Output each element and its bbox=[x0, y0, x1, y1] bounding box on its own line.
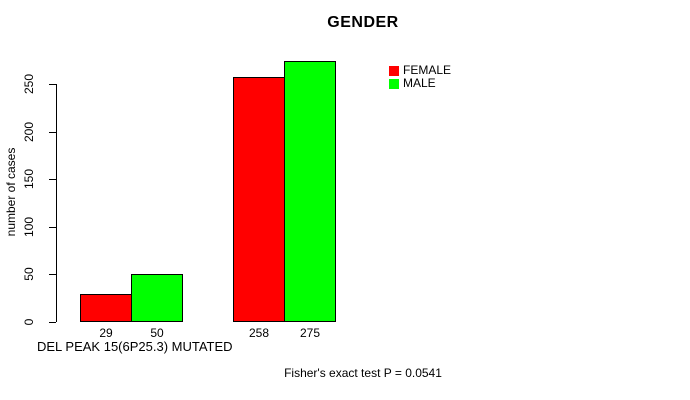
y-tick bbox=[49, 321, 56, 323]
y-tick bbox=[49, 179, 56, 180]
legend-swatch-female bbox=[389, 65, 399, 76]
y-tick bbox=[49, 274, 56, 275]
x-axis-label: DEL PEAK 15(6P25.3) MUTATED bbox=[37, 339, 233, 354]
legend-item-male: MALE bbox=[389, 77, 451, 90]
y-tick bbox=[49, 84, 56, 85]
bar-male bbox=[284, 61, 336, 322]
legend-label-male: MALE bbox=[403, 76, 436, 90]
bar-value-label: 29 bbox=[99, 326, 113, 340]
bar-female bbox=[80, 294, 132, 322]
legend-item-female: FEMALE bbox=[389, 64, 451, 77]
y-tick-label: 0 bbox=[22, 318, 36, 325]
y-axis-line bbox=[56, 84, 57, 322]
annotation-text: Fisher's exact test P = 0.0541 bbox=[284, 366, 442, 380]
y-tick bbox=[49, 131, 56, 133]
y-axis-label: number of cases bbox=[4, 147, 18, 237]
y-tick-label: 250 bbox=[22, 73, 36, 95]
y-tick-label: 50 bbox=[22, 267, 36, 281]
y-tick bbox=[49, 226, 56, 228]
legend: FEMALE MALE bbox=[389, 64, 451, 90]
legend-swatch-male bbox=[389, 78, 399, 89]
y-tick-label: 200 bbox=[22, 121, 36, 142]
legend-label-female: FEMALE bbox=[403, 63, 452, 77]
bar-value-label: 258 bbox=[248, 326, 270, 340]
bar-value-label: 50 bbox=[150, 326, 164, 340]
bar-male bbox=[131, 274, 183, 322]
y-tick-label: 100 bbox=[22, 216, 36, 237]
bar-value-label: 275 bbox=[299, 326, 321, 340]
y-tick-label: 150 bbox=[22, 168, 36, 190]
bar-female bbox=[233, 77, 285, 322]
chart-title: GENDER bbox=[327, 14, 399, 31]
